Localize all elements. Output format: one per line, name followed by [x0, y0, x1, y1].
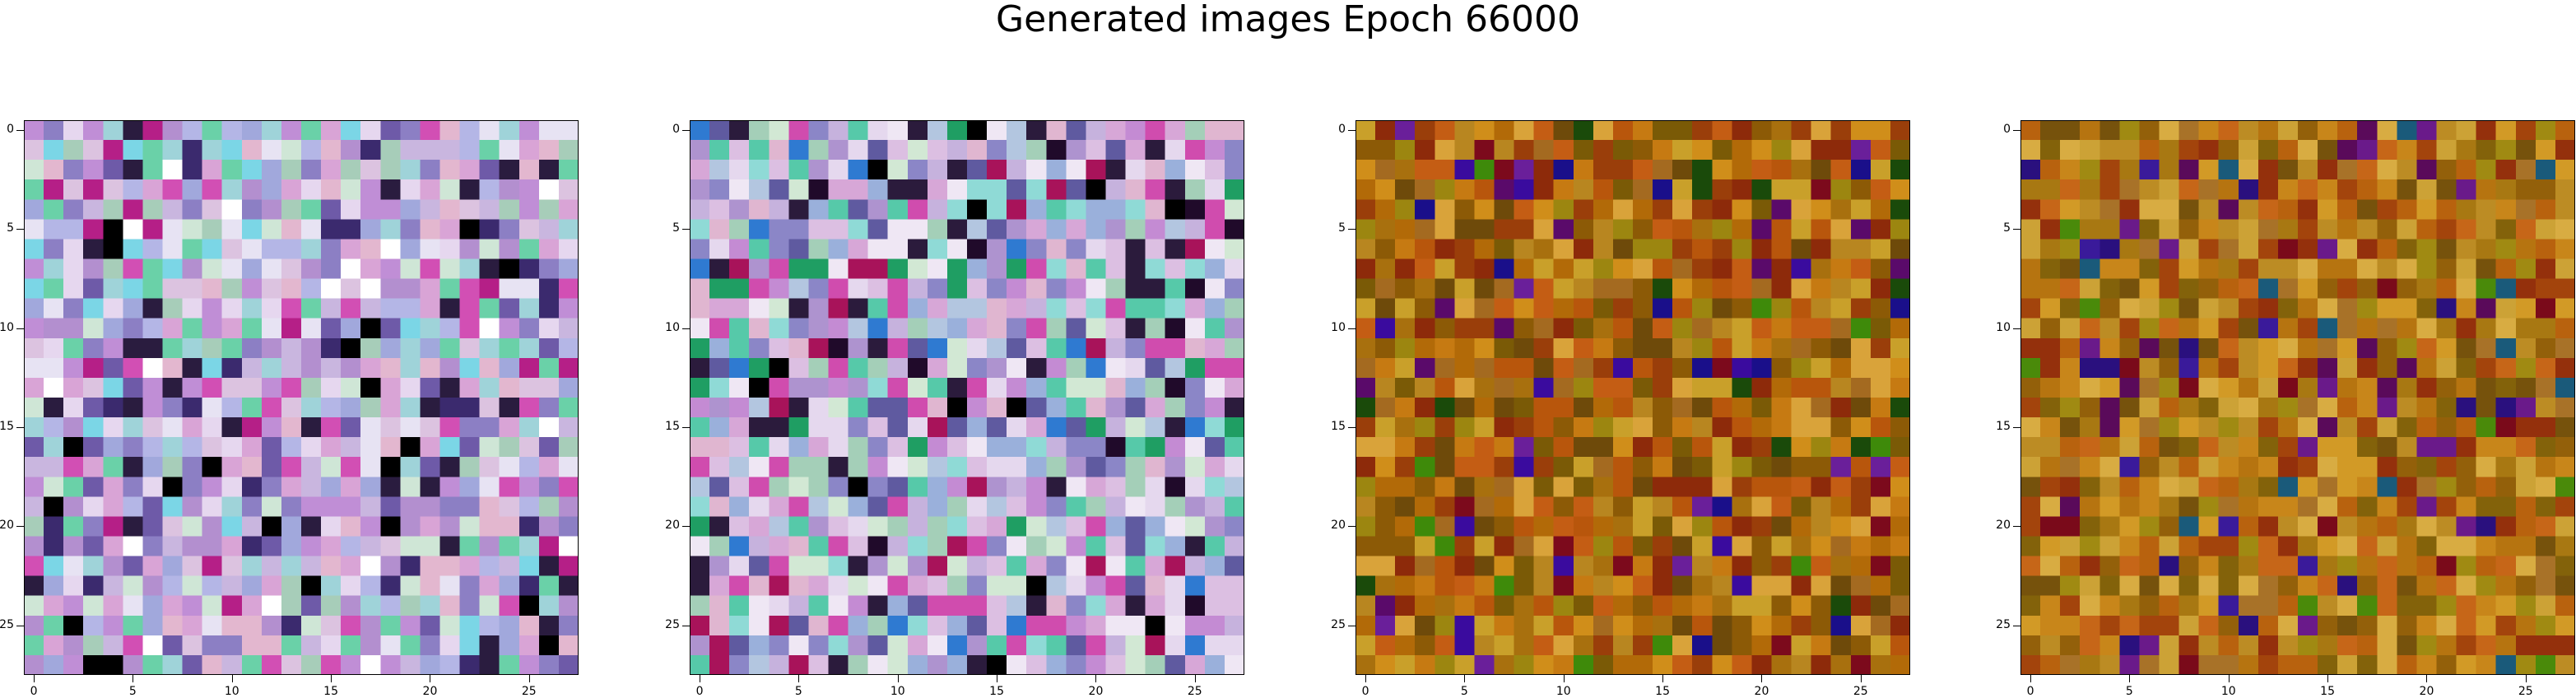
x-tick-label: 5 — [128, 685, 137, 698]
x-tick — [1365, 675, 1367, 682]
y-tick-label: 25 — [1996, 617, 2011, 631]
x-tick — [231, 675, 233, 682]
x-tick-label: 10 — [1555, 685, 1571, 698]
y-tick — [1348, 526, 1355, 528]
y-tick-label: 25 — [0, 617, 14, 631]
generated-image-3 — [1355, 120, 1910, 675]
image-panel-3: 0 5 10 15 20 25 0 5 10 15 20 25 — [1331, 120, 1910, 698]
x-tick-label: 25 — [1853, 685, 1868, 698]
x-tick-label: 20 — [1088, 685, 1104, 698]
x-tick-label: 0 — [695, 685, 704, 698]
y-tick — [16, 229, 24, 230]
x-tick — [2426, 675, 2428, 682]
x-tick-label: 5 — [1460, 685, 1468, 698]
image-panel-2: 0 5 10 15 20 25 0 5 10 15 20 25 — [665, 120, 1244, 698]
generated-image-2 — [690, 120, 1244, 675]
x-tick-label: 20 — [2419, 685, 2434, 698]
y-tick — [2013, 130, 2020, 132]
y-tick-label: 0 — [7, 123, 14, 137]
y-tick — [682, 427, 690, 429]
x-tick — [2327, 675, 2329, 682]
x-tick-label: 15 — [323, 685, 338, 698]
generated-image-1 — [24, 120, 579, 675]
x-tick — [528, 675, 530, 682]
y-tick — [682, 130, 690, 132]
y-tick — [1348, 229, 1355, 230]
x-tick — [1563, 675, 1565, 682]
y-tick — [2013, 328, 2020, 329]
x-tick-label: 15 — [1655, 685, 1670, 698]
y-tick-label: 5 — [7, 221, 14, 235]
x-tick — [1095, 675, 1097, 682]
y-tick-label: 15 — [1331, 420, 1346, 434]
y-tick-label: 10 — [665, 320, 680, 334]
y-tick-label: 15 — [1996, 420, 2011, 434]
x-tick-label: 5 — [2125, 685, 2133, 698]
y-tick-label: 0 — [2003, 123, 2011, 137]
x-tick-label: 20 — [422, 685, 438, 698]
x-tick-label: 0 — [1361, 685, 1369, 698]
x-tick-label: 15 — [989, 685, 1004, 698]
x-tick — [1761, 675, 1763, 682]
y-tick-label: 20 — [0, 519, 14, 533]
y-tick — [1348, 328, 1355, 329]
x-tick — [34, 675, 35, 682]
y-tick — [1348, 130, 1355, 132]
y-tick — [16, 328, 24, 329]
y-tick — [16, 130, 24, 132]
y-tick-label: 20 — [1996, 519, 2011, 533]
x-tick — [2129, 675, 2131, 682]
y-tick-label: 10 — [1331, 320, 1346, 334]
generated-image-4 — [2020, 120, 2575, 675]
x-tick-label: 15 — [2320, 685, 2335, 698]
y-tick — [682, 526, 690, 528]
x-tick-label: 25 — [2518, 685, 2533, 698]
y-tick-label: 20 — [1331, 519, 1346, 533]
x-tick — [897, 675, 899, 682]
y-tick — [682, 229, 690, 230]
x-tick — [798, 675, 800, 682]
y-tick-label: 10 — [0, 320, 14, 334]
y-tick-label: 25 — [1331, 617, 1346, 631]
y-tick-label: 0 — [1338, 123, 1346, 137]
x-tick-label: 5 — [794, 685, 802, 698]
x-tick-label: 10 — [224, 685, 239, 698]
x-tick — [331, 675, 332, 682]
y-tick-label: 5 — [2003, 221, 2011, 235]
x-tick-label: 10 — [2220, 685, 2236, 698]
y-tick — [16, 427, 24, 429]
y-tick-label: 5 — [1338, 221, 1346, 235]
x-tick — [1860, 675, 1862, 682]
y-tick-label: 15 — [0, 420, 14, 434]
figure-title: Generated images Epoch 66000 — [995, 0, 1581, 40]
x-tick-label: 25 — [1187, 685, 1202, 698]
x-tick — [1662, 675, 1664, 682]
y-tick — [682, 328, 690, 329]
x-tick — [2525, 675, 2527, 682]
x-tick-label: 0 — [2026, 685, 2034, 698]
y-tick — [2013, 229, 2020, 230]
y-tick — [1348, 427, 1355, 429]
x-tick — [1194, 675, 1196, 682]
y-tick-label: 0 — [672, 123, 680, 137]
y-tick-label: 10 — [1996, 320, 2011, 334]
y-tick — [2013, 526, 2020, 528]
x-tick-label: 10 — [890, 685, 905, 698]
y-tick-label: 5 — [672, 221, 680, 235]
image-panel-1: 0 5 10 15 20 25 0 5 10 15 20 25 — [0, 120, 579, 698]
image-panel-4: 0 5 10 15 20 25 0 5 10 15 20 25 — [1996, 120, 2575, 698]
y-tick — [16, 526, 24, 528]
y-tick-label: 25 — [665, 617, 680, 631]
x-tick — [1464, 675, 1466, 682]
y-tick — [2013, 427, 2020, 429]
x-tick — [2030, 675, 2032, 682]
x-tick — [2228, 675, 2230, 682]
y-tick-label: 15 — [665, 420, 680, 434]
x-tick-label: 25 — [521, 685, 537, 698]
x-tick-label: 20 — [1754, 685, 1769, 698]
x-tick-label: 0 — [30, 685, 38, 698]
y-tick-label: 20 — [665, 519, 680, 533]
